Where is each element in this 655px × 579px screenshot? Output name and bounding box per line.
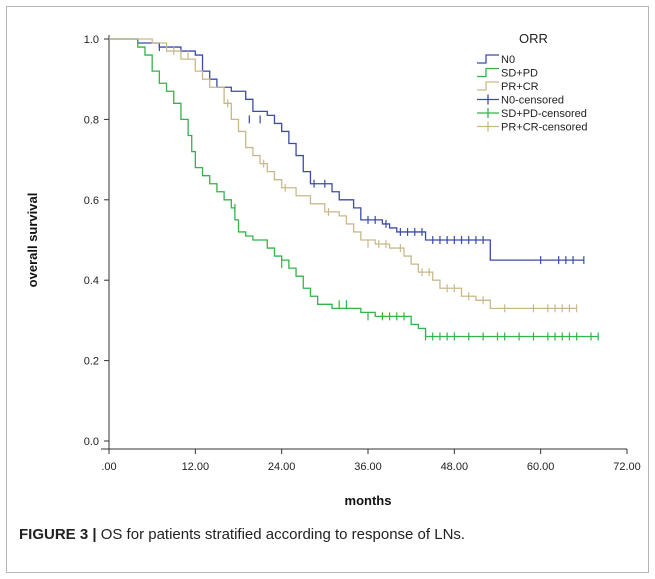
x-tick-label: 36.00 xyxy=(354,461,382,473)
legend-item: PR+CR-censored xyxy=(477,121,588,134)
figure-panel: 0.0 0.2 0.4 0.6 0.8 1.0 .00 12.00 24.00 36.00 48.0… xyxy=(6,6,649,573)
x-tick-label: 12.00 xyxy=(182,461,210,473)
x-tick-label: 72.00 xyxy=(613,461,641,473)
y-tick-label: 0.8 xyxy=(84,114,99,126)
legend-item: PR+CR xyxy=(477,81,539,93)
caption-text: OS for patients stratified according to … xyxy=(96,526,466,543)
legend-label: N0 xyxy=(501,54,515,66)
x-tick-label: .00 xyxy=(101,461,116,473)
legend-swatch xyxy=(477,54,499,64)
legend-swatch xyxy=(477,81,499,91)
legend-item: SD+PD xyxy=(477,68,538,80)
legend-item: SD+PD-censored xyxy=(477,108,587,120)
legend-label: SD+PD xyxy=(501,68,538,80)
legend-label: N0-censored xyxy=(501,95,564,107)
survival-curve xyxy=(109,38,584,261)
legend-item: N0-censored xyxy=(477,94,564,107)
caption-label: FIGURE 3 | xyxy=(19,526,97,543)
series-layer xyxy=(109,38,599,341)
legend-item: N0 xyxy=(477,54,515,66)
y-tick-label: 0.2 xyxy=(84,356,99,368)
x-tick-label: 24.00 xyxy=(268,461,296,473)
survival-chart: 0.0 0.2 0.4 0.6 0.8 1.0 .00 12.00 24.00 36.00 48.0… xyxy=(25,31,641,508)
survival-curve xyxy=(109,38,577,309)
x-axis-title: months xyxy=(345,493,392,508)
y-tick-label: 0.4 xyxy=(84,275,99,287)
axes: 0.0 0.2 0.4 0.6 0.8 1.0 .00 12.00 24.00 36.00 48.0… xyxy=(25,34,641,508)
series-n0 xyxy=(109,38,585,265)
legend-label: PR+CR xyxy=(501,81,539,93)
y-tick-label: 0.0 xyxy=(84,436,99,448)
y-axis-title: overall survival xyxy=(25,193,40,288)
survival-curve xyxy=(109,38,599,338)
figure-caption: FIGURE 3 | OS for patients stratified ac… xyxy=(19,526,639,543)
series-sd-pd xyxy=(109,38,599,341)
y-tick-label: 0.6 xyxy=(84,195,99,207)
legend-title: ORR xyxy=(519,31,548,46)
y-tick-label: 1.0 xyxy=(84,34,99,46)
legend-swatch xyxy=(477,67,499,78)
x-tick-label: 60.00 xyxy=(527,461,555,473)
series-pr-cr xyxy=(109,38,578,313)
x-tick-label: 48.00 xyxy=(441,461,469,473)
legend-label: SD+PD-censored xyxy=(501,108,587,120)
legend-label: PR+CR-censored xyxy=(501,122,588,134)
